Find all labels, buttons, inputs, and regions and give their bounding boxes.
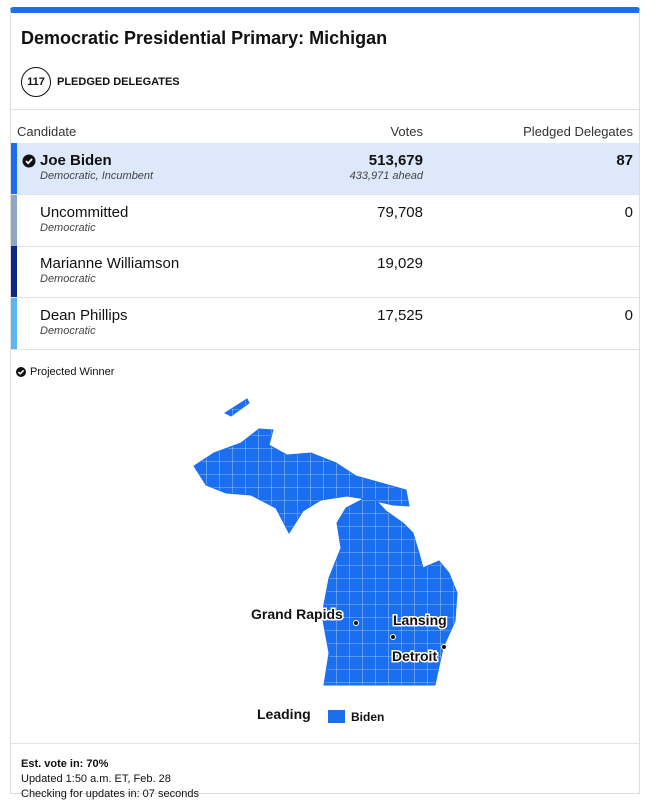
title: Democratic Presidential Primary: Michiga… (21, 28, 388, 48)
column-header: Candidate (17, 124, 77, 139)
delegates-label: PLEDGED DELEGATES (57, 76, 180, 88)
city-dot (441, 644, 447, 650)
check-icon (22, 154, 36, 168)
state-shape (193, 398, 458, 686)
hline (11, 245, 639, 247)
results-card: Democratic Presidential Primary: Michiga… (10, 7, 640, 800)
city-dot (390, 634, 396, 640)
est-vote: Est. vote in: 70% (21, 758, 109, 770)
note: Projected Winner (30, 366, 115, 378)
votes: 17,525 (377, 306, 423, 324)
party: Democratic (40, 324, 96, 337)
party: Democratic (40, 221, 96, 234)
votes: 513,679 (368, 152, 423, 169)
column-header: Votes (390, 124, 423, 139)
ahead: 433,971 ahead (349, 170, 423, 182)
party: Democratic (40, 273, 96, 285)
row: Joe Biden Democratic, Incumbent 513,679 433… (11, 143, 639, 195)
legend-title: Leading (257, 706, 311, 722)
votes: 79,708 (377, 203, 423, 221)
candidate: Marianne Williamson (40, 255, 180, 272)
party: Democratic, Incumbent (40, 170, 154, 182)
delegates: 0 (624, 203, 633, 221)
column-header: Pledged Delegates (523, 124, 633, 139)
city-dot (353, 620, 359, 626)
delegates: 0 (624, 306, 633, 324)
hline (11, 194, 639, 195)
divider (11, 743, 639, 744)
delegates-total: 117 (21, 67, 51, 97)
row-color (11, 194, 17, 246)
delegates: 87 (616, 152, 633, 169)
row: Uncommitted Democratic 79,708 0 (11, 194, 639, 247)
candidate: Dean Phillips (40, 306, 128, 324)
row-color (11, 246, 17, 297)
row-color (11, 143, 17, 194)
votes: 19,029 (377, 255, 423, 272)
candidate: Joe Biden (40, 152, 112, 169)
hline (11, 348, 639, 350)
updated: Updated 1:50 a.m. ET, Feb. 28 (21, 773, 171, 785)
hline (11, 297, 639, 298)
city-label: Lansing (393, 612, 447, 628)
candidate: Uncommitted (40, 203, 129, 221)
row-color (11, 297, 17, 349)
legend-swatch (328, 710, 345, 723)
legend-label: Biden (351, 710, 385, 724)
check-icon (16, 367, 26, 377)
city-label: Grand Rapids (251, 606, 343, 622)
map: Grand Rapids Lansing Detroit (193, 398, 458, 686)
row: Dean Phillips Democratic 17,525 0 (11, 297, 639, 350)
row: Marianne Williamson Democratic 19,029 (11, 246, 639, 298)
divider (11, 109, 639, 110)
checking: Checking for updates in: 07 seconds (21, 788, 199, 800)
city-label: Detroit (392, 648, 437, 664)
